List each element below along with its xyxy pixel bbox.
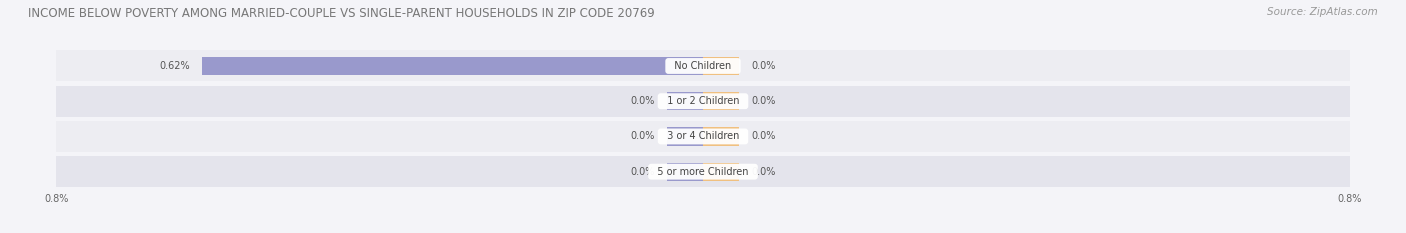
Text: Source: ZipAtlas.com: Source: ZipAtlas.com: [1267, 7, 1378, 17]
Bar: [56, 86, 1350, 117]
Text: 0.62%: 0.62%: [159, 61, 190, 71]
Text: 3 or 4 Children: 3 or 4 Children: [661, 131, 745, 141]
Bar: [56, 51, 1350, 82]
Bar: [703, 92, 740, 110]
Bar: [202, 57, 703, 75]
Text: 0.0%: 0.0%: [752, 61, 776, 71]
Text: No Children: No Children: [668, 61, 738, 71]
Bar: [56, 121, 1350, 152]
Text: 5 or more Children: 5 or more Children: [651, 167, 755, 177]
Bar: [56, 156, 1350, 187]
Text: 1 or 2 Children: 1 or 2 Children: [661, 96, 745, 106]
Bar: [703, 57, 740, 75]
Text: 0.0%: 0.0%: [630, 167, 655, 177]
Text: 0.0%: 0.0%: [752, 131, 776, 141]
Text: 0.0%: 0.0%: [630, 131, 655, 141]
Text: 0.0%: 0.0%: [752, 96, 776, 106]
Text: 0.0%: 0.0%: [752, 167, 776, 177]
Text: INCOME BELOW POVERTY AMONG MARRIED-COUPLE VS SINGLE-PARENT HOUSEHOLDS IN ZIP COD: INCOME BELOW POVERTY AMONG MARRIED-COUPL…: [28, 7, 655, 20]
Bar: [666, 127, 703, 146]
Text: 0.0%: 0.0%: [630, 96, 655, 106]
Bar: [703, 163, 740, 181]
Bar: [666, 163, 703, 181]
Bar: [666, 92, 703, 110]
Bar: [703, 127, 740, 146]
